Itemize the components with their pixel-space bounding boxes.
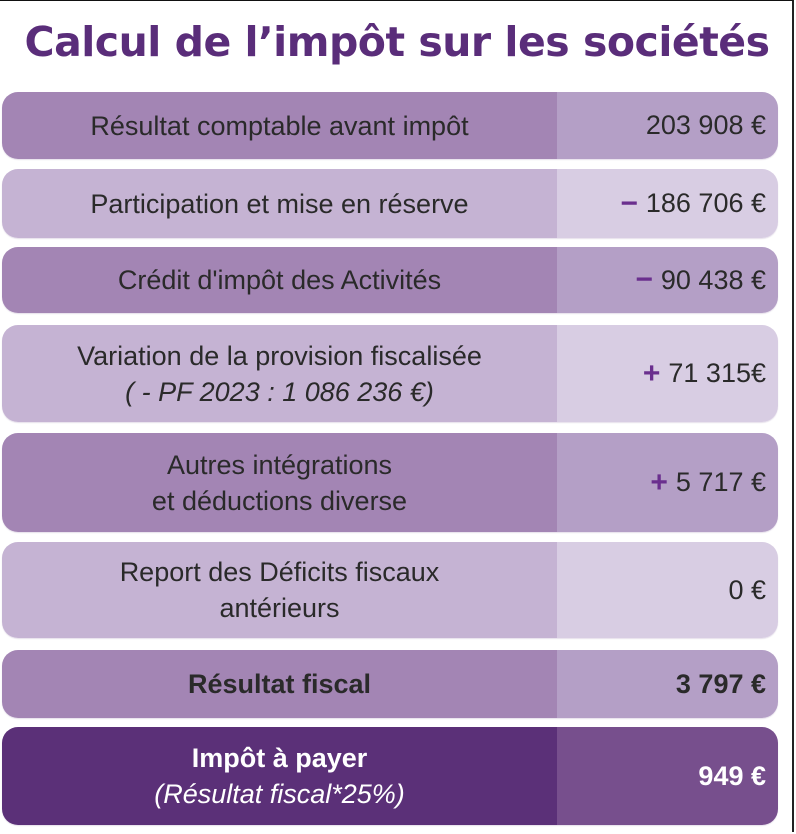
row-report-deficits: Report des Déficits fiscaux antérieurs 0… <box>2 542 778 638</box>
row-variation-provision: Variation de la provision fiscalisée ( -… <box>2 325 778 422</box>
row-label: Autres intégrations et déductions divers… <box>2 433 557 532</box>
amount: 3 797 € <box>675 668 766 699</box>
page-title: Calcul de l’impôt sur les sociétés <box>24 18 770 66</box>
row-value: + 5 717 € <box>557 433 778 532</box>
label-text-line2: et déductions diverse <box>151 485 408 516</box>
row-value: 0 € <box>557 542 778 638</box>
label-text: Crédit d'impôt des Activités <box>117 265 442 295</box>
row-value: 949 € <box>557 727 778 825</box>
row-autres-integrations: Autres intégrations et déductions divers… <box>2 433 778 532</box>
row-resultat-comptable: Résultat comptable avant impôt 203 908 € <box>2 92 778 159</box>
row-value: − 90 438 € <box>557 247 778 313</box>
plus-icon: + <box>642 356 661 390</box>
amount: 0 € <box>728 574 766 605</box>
row-resultat-fiscal: Résultat fiscal 3 797 € <box>2 650 778 718</box>
label-text: Variation de la provision fiscalisée <box>77 340 482 371</box>
row-label: Résultat fiscal <box>2 650 557 718</box>
amount: 186 706 € <box>645 188 766 218</box>
row-value: 3 797 € <box>557 650 778 718</box>
label-text: Impôt à payer <box>191 743 368 773</box>
plus-icon: + <box>650 465 668 499</box>
row-credit-impot: Crédit d'impôt des Activités − 90 438 € <box>2 247 778 313</box>
label-subtext: ( - PF 2023 : 1 086 236 €) <box>125 376 434 407</box>
row-label: Crédit d'impôt des Activités <box>2 247 557 313</box>
label-subtext: (Résultat fiscal*25%) <box>154 779 405 809</box>
row-label: Impôt à payer (Résultat fiscal*25%) <box>2 727 557 825</box>
label-text-line2: antérieurs <box>219 593 340 623</box>
row-value: 203 908 € <box>557 92 778 159</box>
amount: 90 438 € <box>660 264 766 295</box>
label-text: Report des Déficits fiscaux <box>119 557 440 587</box>
label-text: Autres intégrations <box>166 449 393 480</box>
amount: 949 € <box>698 760 766 791</box>
row-label: Résultat comptable avant impôt <box>2 92 557 159</box>
label-text: Résultat fiscal <box>187 669 372 699</box>
label-text: Résultat comptable avant impôt <box>90 110 469 141</box>
row-label: Report des Déficits fiscaux antérieurs <box>2 542 557 638</box>
row-value: − 186 706 € <box>557 169 778 238</box>
row-value: + 71 315€ <box>557 325 778 422</box>
row-participation: Participation et mise en réserve − 186 7… <box>2 169 778 238</box>
label-text: Participation et mise en réserve <box>90 188 469 219</box>
amount: 203 908 € <box>645 110 766 140</box>
row-impot-a-payer: Impôt à payer (Résultat fiscal*25%) 949 … <box>2 727 778 825</box>
amount: 71 315€ <box>668 358 766 388</box>
row-label: Participation et mise en réserve <box>2 169 557 238</box>
minus-icon: − <box>635 263 653 296</box>
minus-icon: − <box>620 186 638 220</box>
amount: 5 717 € <box>675 467 766 497</box>
row-label: Variation de la provision fiscalisée ( -… <box>2 325 557 422</box>
